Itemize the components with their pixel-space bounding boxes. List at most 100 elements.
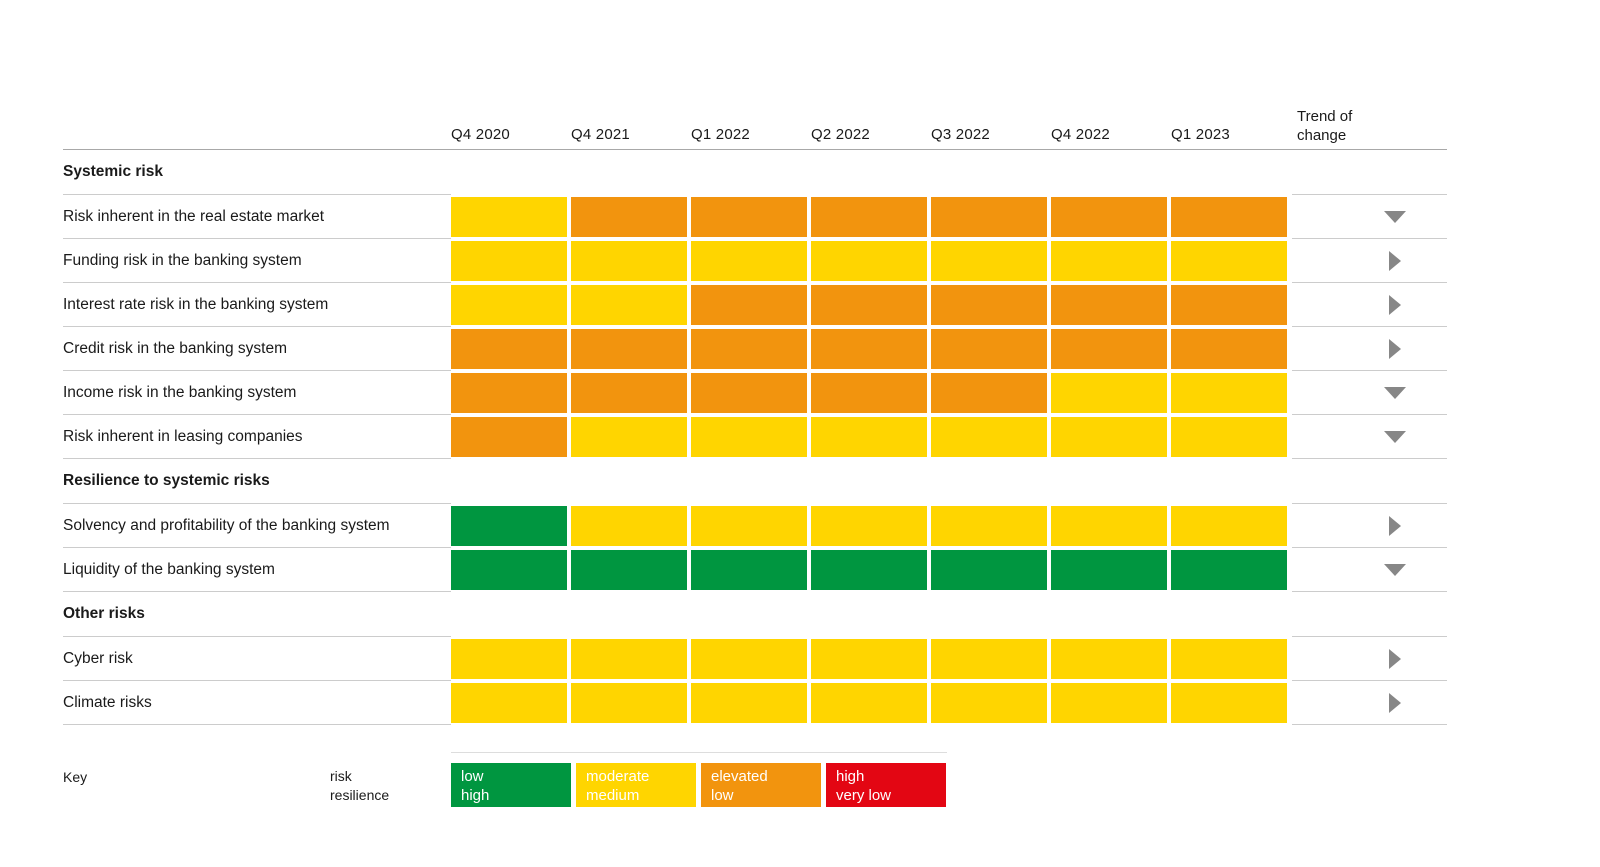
trend-column-header: Trend of change — [1297, 108, 1353, 144]
heatmap-cell — [811, 639, 927, 679]
section-spacer — [451, 150, 1292, 195]
legend-axis-label-risk: risk — [330, 768, 352, 784]
heatmap-cell — [1171, 417, 1287, 457]
legend-item: high very low — [826, 763, 946, 807]
trend-cell — [1292, 283, 1447, 327]
legend-item-resilience-label: low — [711, 787, 734, 804]
legend-item-resilience-label: very low — [836, 787, 892, 804]
table-row: Cyber risk — [63, 637, 1447, 681]
row-label: Climate risks — [63, 681, 451, 725]
column-header: Q1 2023 — [1171, 126, 1230, 143]
heatmap-cell — [571, 550, 687, 590]
heatmap-cell — [451, 197, 567, 237]
heatmap-cell — [1051, 417, 1167, 457]
heatmap-cell — [691, 329, 807, 369]
legend-items: low high moderate medium elevated low high very… — [451, 763, 946, 807]
heatmap-cell — [811, 329, 927, 369]
section-spacer — [451, 592, 1292, 637]
heatmap-cell — [1051, 373, 1167, 413]
row-label: Income risk in the banking system — [63, 371, 451, 415]
legend-axis-label-resilience: resilience — [330, 787, 390, 803]
row-cells — [451, 681, 1287, 725]
heatmap-cell — [691, 241, 807, 281]
heatmap-cell — [451, 285, 567, 325]
trend-right-icon — [1388, 294, 1401, 315]
row-label: Cyber risk — [63, 637, 451, 681]
heatmap-cell — [931, 506, 1047, 546]
table-row: Credit risk in the banking system — [63, 327, 1447, 371]
legend-item-resilience-label: high — [461, 787, 490, 804]
heatmap-cell — [1051, 329, 1167, 369]
heatmap-cell — [931, 373, 1047, 413]
trend-cell — [1292, 415, 1447, 459]
table-row: Funding risk in the banking system — [63, 239, 1447, 283]
heatmap-cell — [571, 417, 687, 457]
legend-item-risk-label: low — [461, 768, 484, 785]
column-header: Q1 2022 — [691, 126, 750, 143]
heatmap-cell — [811, 550, 927, 590]
row-label: Liquidity of the banking system — [63, 548, 451, 592]
heatmap-cell — [451, 683, 567, 723]
legend-item-resilience-label: medium — [586, 787, 640, 804]
column-header: Q3 2022 — [931, 126, 990, 143]
heatmap-cell — [931, 197, 1047, 237]
row-cells — [451, 415, 1287, 459]
row-label: Funding risk in the banking system — [63, 239, 451, 283]
row-cells — [451, 195, 1287, 239]
heatmap-cell — [931, 683, 1047, 723]
heatmap-cell — [571, 506, 687, 546]
table-row: Risk inherent in the real estate market — [63, 195, 1447, 239]
trend-down-icon — [1383, 386, 1406, 399]
section-spacer — [451, 459, 1292, 504]
heatmap-cell — [451, 639, 567, 679]
row-cells — [451, 637, 1287, 681]
table-row: Liquidity of the banking system — [63, 548, 1447, 592]
table-row: Income risk in the banking system — [63, 371, 1447, 415]
section-title: Resilience to systemic risks — [63, 459, 451, 504]
heatmap-cell — [811, 683, 927, 723]
column-header: Q4 2021 — [571, 126, 630, 143]
table-row: Risk inherent in leasing companies — [63, 415, 1447, 459]
heatmap-cell — [571, 683, 687, 723]
heatmap-cell — [1051, 506, 1167, 546]
legend-item-risk-label: elevated — [711, 768, 768, 785]
heatmap-cell — [691, 506, 807, 546]
heatmap-cell — [931, 550, 1047, 590]
heatmap-cell — [1051, 197, 1167, 237]
row-label: Risk inherent in leasing companies — [63, 415, 451, 459]
legend-item-risk-label: high — [836, 768, 865, 785]
section-row: Other risks — [63, 592, 1447, 637]
heatmap-cell — [451, 506, 567, 546]
heatmap-cell — [931, 639, 1047, 679]
trend-cell — [1292, 371, 1447, 415]
column-header: Q4 2020 — [451, 126, 510, 143]
heatmap-cell — [931, 285, 1047, 325]
heatmap-cell — [811, 285, 927, 325]
table-row: Solvency and profitability of the bankin… — [63, 504, 1447, 548]
trend-down-icon — [1383, 430, 1406, 443]
legend-title: Key — [63, 769, 88, 785]
column-header: Q4 2022 — [1051, 126, 1110, 143]
row-cells — [451, 371, 1287, 415]
heatmap-cell — [571, 197, 687, 237]
heatmap-cell — [691, 550, 807, 590]
section-title: Systemic risk — [63, 150, 451, 195]
row-cells — [451, 239, 1287, 283]
heatmap-cell — [571, 639, 687, 679]
heatmap-cell — [571, 285, 687, 325]
section-trend-spacer — [1292, 459, 1447, 504]
section-trend-spacer — [1292, 150, 1447, 195]
trend-right-icon — [1388, 250, 1401, 271]
heatmap-cell — [691, 417, 807, 457]
heatmap-cell — [811, 506, 927, 546]
heatmap-cell — [691, 683, 807, 723]
legend: Key risk resilience low high moderate mediu… — [63, 752, 1600, 807]
risk-table-body: Systemic risk Risk inherent in the real e… — [63, 150, 1447, 725]
trend-cell — [1292, 637, 1447, 681]
trend-right-icon — [1388, 338, 1401, 359]
trend-right-icon — [1388, 515, 1401, 536]
row-cells — [451, 504, 1287, 548]
heatmap-cell — [571, 373, 687, 413]
heatmap-cell — [1171, 241, 1287, 281]
